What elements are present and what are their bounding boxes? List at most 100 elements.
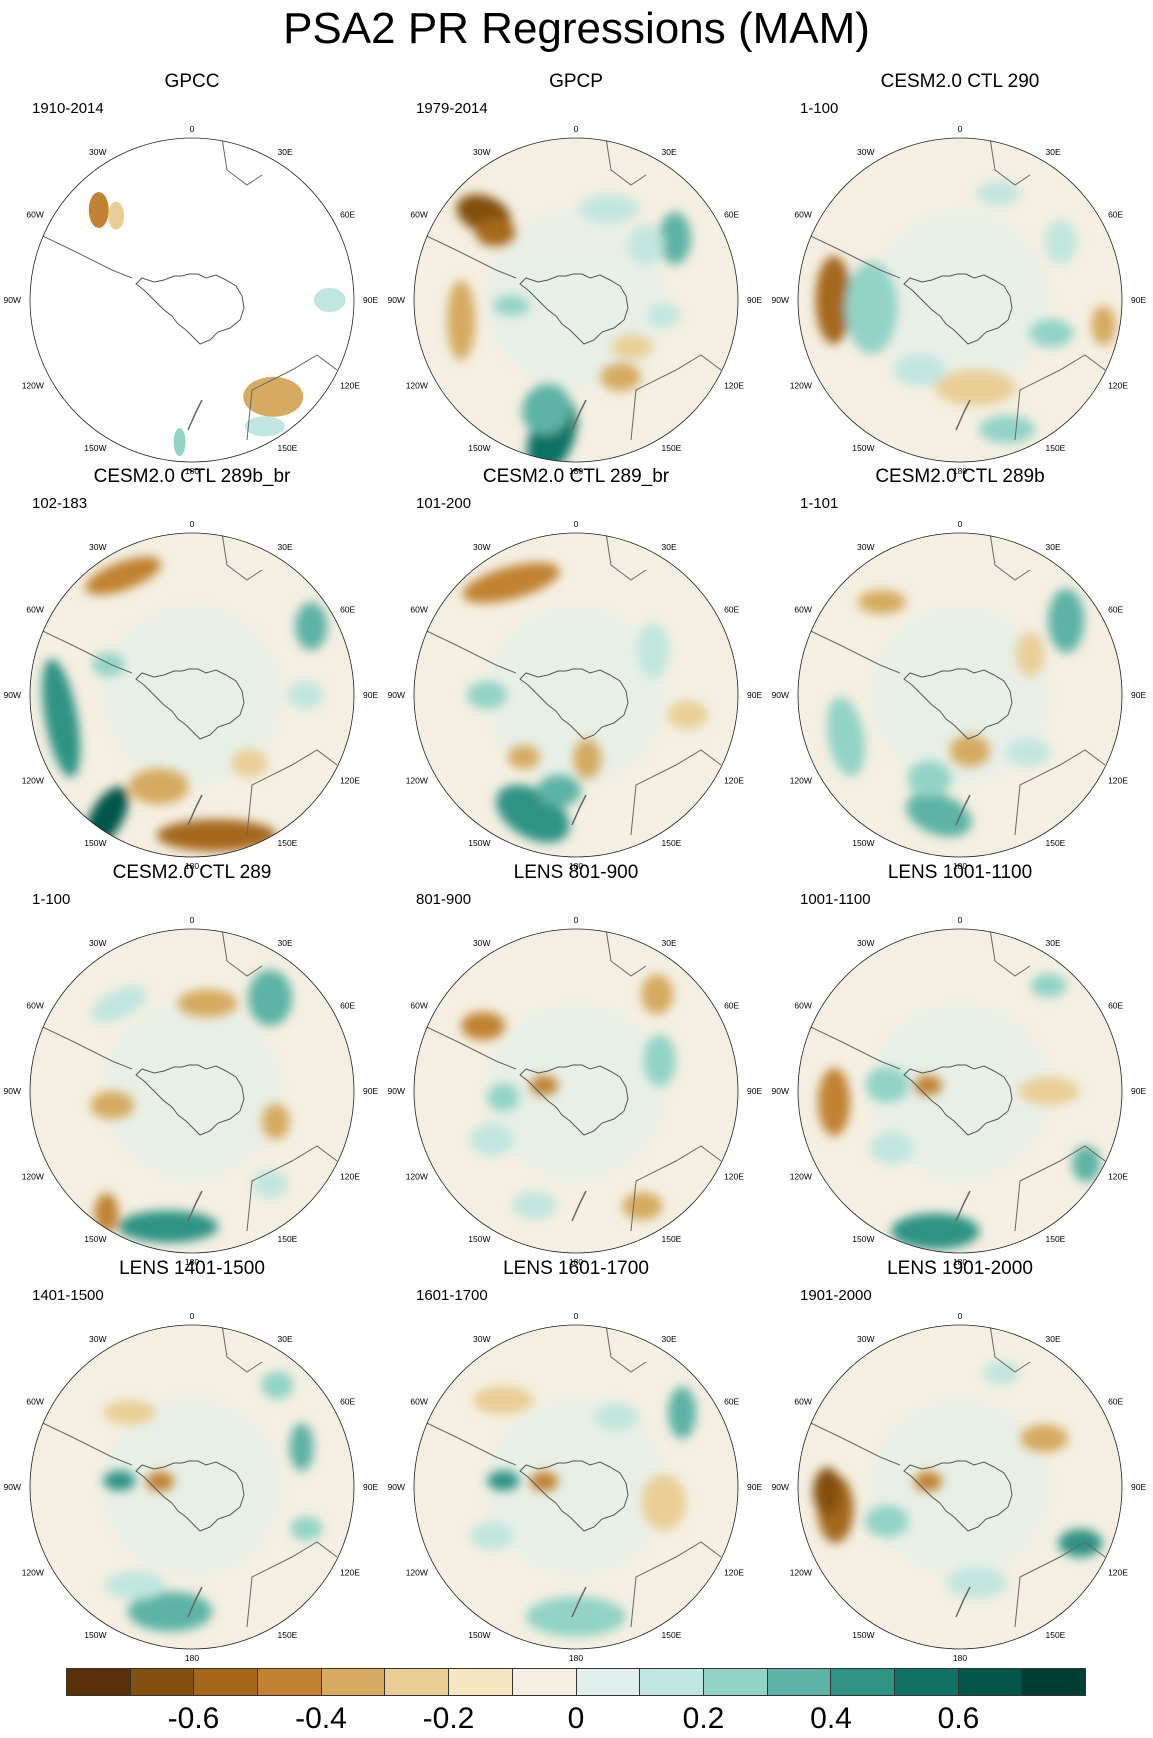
map-panel: GPCP 1979-2014 0 30E 60E 90E 120E 150E 180 150W 12… (384, 70, 768, 476)
anomaly-blob (507, 745, 540, 770)
new-zealand-coastline (571, 1190, 587, 1222)
africa-coastline (221, 138, 263, 186)
longitude-label: 120E (1108, 776, 1128, 786)
anomaly-blob (826, 697, 865, 777)
longitude-label: 60W (794, 210, 811, 220)
longitude-label: 0 (190, 519, 195, 529)
anomaly-blob (1045, 219, 1078, 264)
longitude-label: 30E (1046, 542, 1061, 552)
longitude-label: 30E (662, 147, 677, 157)
colorbar-swatches (66, 1668, 1086, 1696)
longitude-label: 60E (1108, 1001, 1123, 1011)
south-america-coastline (30, 1416, 133, 1466)
longitude-label: 90E (1131, 1482, 1146, 1492)
longitude-label: 120W (406, 776, 428, 786)
polar-map: 0 30E 60E 90E 120E 150E 180 150W 120W 90W 60W 30W (388, 519, 763, 871)
antarctica-coastline (903, 1064, 1013, 1136)
anomaly-blob (643, 1034, 676, 1087)
longitude-label: 150E (278, 1630, 298, 1640)
longitude-label: 90W (772, 1482, 789, 1492)
longitude-label: 30E (278, 938, 293, 948)
longitude-label: 150W (84, 1234, 106, 1244)
polar-map: 0 30E 60E 90E 120E 150E 180 150W 120W 90W 60W 30W (388, 124, 763, 476)
new-zealand-coastline (187, 1190, 203, 1222)
anomaly-blob (865, 1066, 910, 1103)
longitude-label: 0 (574, 124, 579, 134)
panel-title: LENS 1401-1500 (119, 1258, 265, 1279)
map-boundary (413, 137, 739, 463)
new-zealand-coastline (955, 1586, 971, 1618)
longitude-label: 0 (190, 915, 195, 925)
panel-title: CESM2.0 CTL 290 (880, 71, 1040, 92)
longitude-label: 150W (852, 1234, 874, 1244)
anomaly-blob (252, 1170, 289, 1199)
longitude-label: 120E (340, 381, 360, 391)
anomaly-blob (946, 1566, 1007, 1599)
anomaly-blob (248, 969, 293, 1026)
map-boundary (29, 928, 355, 1254)
longitude-label: 120W (22, 1568, 44, 1578)
colorbar-swatch (194, 1669, 259, 1695)
anomaly-blob (1048, 588, 1085, 653)
anomaly-blob (85, 556, 162, 595)
map-panel: CESM2.0 CTL 289b_br 102-183 0 30E 60E 90E 120E… (0, 465, 384, 871)
australia-coastline (1014, 1541, 1106, 1628)
anomaly-blob (845, 261, 898, 354)
panel-title: CESM2.0 CTL 289_br (482, 466, 670, 487)
map-boundary (29, 532, 355, 858)
anomaly-blob (530, 1075, 559, 1096)
anomaly-blob (641, 974, 674, 1015)
longitude-label: 120E (724, 1172, 744, 1182)
longitude-label: 120E (1108, 1172, 1128, 1182)
longitude-label: 60W (794, 1001, 811, 1011)
longitude-label: 180 (185, 1257, 199, 1267)
anomaly-blob (94, 1193, 119, 1234)
new-zealand-coastline (187, 794, 203, 826)
colorbar-tick-label: 0.2 (682, 1702, 725, 1735)
australia-coastline (246, 354, 338, 441)
longitude-label: 60W (26, 210, 43, 220)
longitude-label: 120W (406, 381, 428, 391)
anomaly-blob (579, 194, 640, 223)
anomaly-blob (475, 218, 516, 247)
map-panel: LENS 1601-1700 1601-1700 0 30E 60E 90E 120E 150… (384, 1257, 768, 1663)
new-zealand-coastline (571, 1586, 587, 1618)
panel-title: LENS 1901-2000 (887, 1258, 1033, 1279)
longitude-label: 30W (473, 542, 490, 552)
colorbar-swatch (130, 1669, 195, 1695)
africa-coastline (605, 1325, 647, 1373)
antarctica-coastline (903, 668, 1013, 740)
longitude-label: 90E (1131, 295, 1146, 305)
colorbar-swatch (67, 1669, 131, 1695)
panel-period: 1910-2014 (32, 100, 104, 117)
polar-map: 0 30E 60E 90E 120E 150E 180 150W 120W 90W 60W 30W (4, 519, 379, 871)
longitude-label: 60E (340, 605, 355, 615)
longitude-label: 30W (857, 542, 874, 552)
anomaly-blob (90, 1091, 135, 1120)
africa-coastline (605, 138, 647, 186)
antarctica-coastline (519, 1064, 629, 1136)
longitude-label: 60E (340, 1397, 355, 1407)
longitude-label: 150W (468, 1234, 490, 1244)
australia-coastline (630, 749, 722, 836)
anomaly-blob (857, 589, 906, 614)
anomaly-blob (128, 768, 189, 805)
colorbar-swatch (703, 1669, 768, 1695)
polar-map: 0 30E 60E 90E 120E 150E 180 150W 120W 90W 60W 30W (388, 1311, 763, 1663)
map-panel: CESM2.0 CTL 290 1-100 0 30E 60E 90E 120E 150E 18… (768, 70, 1152, 476)
panel-title: LENS 1001-1100 (887, 862, 1033, 883)
longitude-label: 30W (473, 147, 490, 157)
longitude-label: 120E (724, 381, 744, 391)
new-zealand-coastline (955, 794, 971, 826)
colorbar-swatch (958, 1669, 1023, 1695)
australia-coastline (630, 1145, 722, 1232)
anomaly-blob (907, 760, 952, 797)
anomaly-blob (92, 652, 125, 677)
colorbar-swatch (258, 1669, 322, 1695)
anomaly-blob (469, 1123, 514, 1156)
anomaly-blob (493, 295, 530, 316)
longitude-label: 180 (953, 1257, 967, 1267)
map-boundary (797, 532, 1123, 858)
colorbar-swatch (640, 1669, 704, 1695)
longitude-label: 150E (662, 1234, 682, 1244)
